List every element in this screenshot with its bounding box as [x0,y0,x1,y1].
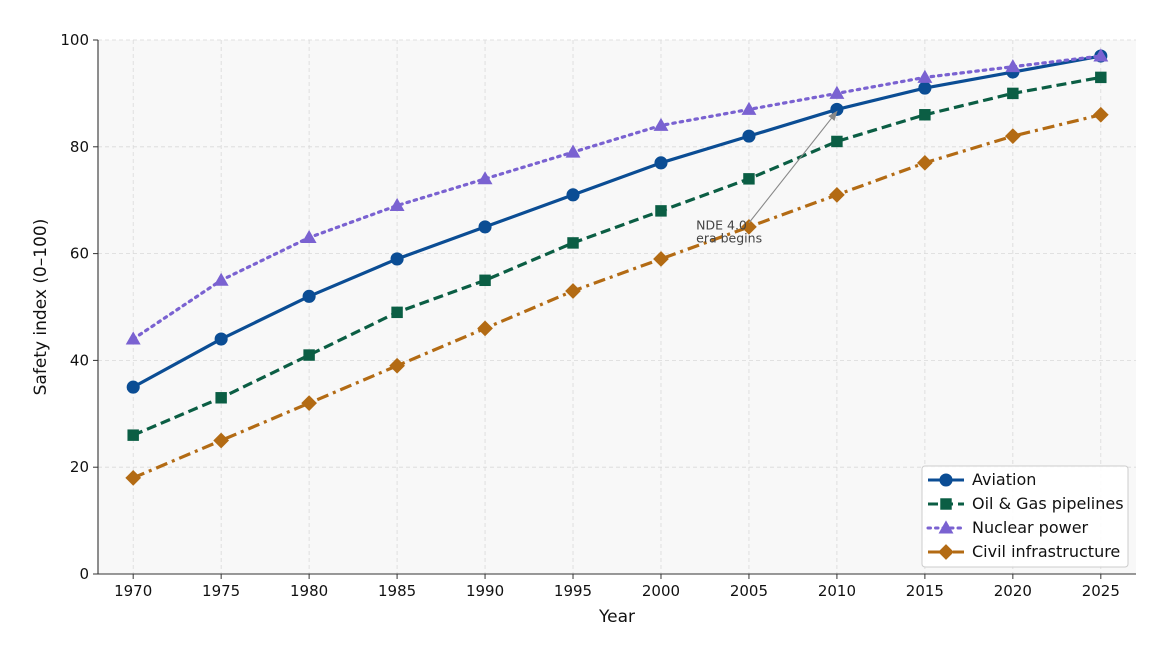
data-point [127,429,139,441]
annotation-text: NDE 4.0 era begins [696,218,762,246]
legend-label: Oil & Gas pipelines [972,494,1124,513]
data-point [389,197,405,211]
data-point [830,102,844,116]
legend-marker [940,498,952,510]
y-tick-label: 40 [70,351,89,369]
data-point [741,219,757,235]
x-tick-label: 2000 [642,582,680,600]
data-point [919,109,931,121]
x-tick-label: 2010 [818,582,856,600]
data-point [1004,128,1021,144]
series-1 [127,71,1107,441]
annotation-line: NDE 4.0 [696,218,747,233]
legend-item: Aviation [928,470,1036,489]
data-point [1007,87,1019,100]
x-axis-title: Year [598,607,635,627]
legend-label: Aviation [972,470,1036,489]
data-point [1095,71,1107,84]
data-point [653,117,669,131]
data-point [655,205,667,217]
legend-item: Nuclear power [926,518,1089,537]
data-point [477,320,493,337]
data-point [565,283,581,299]
legend-box [921,465,1129,568]
x-tick-label: 1985 [378,582,416,600]
x-tick-label: 1975 [202,582,240,600]
data-point [917,154,933,171]
data-point [743,173,755,185]
legend-item: Civil infrastructure [928,542,1120,561]
data-point [1093,48,1109,62]
data-point [742,129,756,143]
data-point [566,188,580,202]
data-point [829,187,845,203]
data-point [391,306,403,319]
data-point [389,357,405,374]
x-tick-label: 1970 [114,582,152,600]
annotation: NDE 4.0 era begins [696,110,838,246]
data-point [565,144,581,158]
data-point [653,251,669,267]
data-point [1092,106,1109,123]
legend-label: Civil infrastructure [972,542,1120,561]
data-point [654,156,668,170]
x-tick-label: 2025 [1082,582,1120,600]
legend-label: Nuclear power [972,518,1089,537]
data-point [567,237,579,249]
legend-item: Oil & Gas pipelines [928,494,1124,513]
data-point [477,171,493,185]
annotation-line: era begins [696,231,762,246]
x-tick-label: 2020 [994,582,1032,600]
series-line [131,54,1103,341]
data-point [829,85,845,99]
data-point [215,392,227,404]
y-tick-label: 20 [70,458,89,476]
data-point [917,69,933,83]
y-tick-label: 60 [70,245,89,263]
data-point [214,332,228,346]
data-point [303,349,315,361]
data-point [213,272,229,286]
x-tick-label: 2005 [730,582,768,600]
data-point [125,331,141,345]
data-point [390,252,404,266]
y-tick-label: 100 [60,31,89,49]
data-point [1005,59,1021,73]
series-2 [125,48,1109,345]
data-point [301,229,317,244]
annotation-arrow [748,110,838,224]
legend-marker [938,520,954,534]
series-line [132,75,1102,437]
data-point [479,274,491,287]
legend-marker [938,544,954,560]
axes [93,39,1136,579]
legend-marker [939,473,953,487]
data-point [213,432,230,449]
legend: Aviation Oil & Gas pipelines Nuclear power… [921,465,1129,568]
series-3 [125,106,1109,486]
data-point [831,135,843,148]
data-point [126,380,140,394]
x-tick-label: 1995 [554,582,592,600]
series-line [132,113,1102,480]
x-tick-label: 1990 [466,582,504,600]
data-point [478,220,492,234]
data-point [125,470,142,486]
x-tick-label: 1980 [290,582,328,600]
y-axis-title: Safety index (0–100) [31,219,51,396]
data-point [918,81,932,95]
series-line [132,54,1102,389]
y-tick-label: 80 [70,138,89,156]
x-tick-label: 2015 [906,582,944,600]
tick-labels: 1970 1975 1980 1985 1990 1995 2000 2005 2010 2015… [60,31,1120,600]
y-tick-label: 0 [79,565,89,583]
series-lines [125,48,1109,486]
data-point [302,289,316,303]
data-point [741,101,757,115]
data-point [301,395,317,411]
